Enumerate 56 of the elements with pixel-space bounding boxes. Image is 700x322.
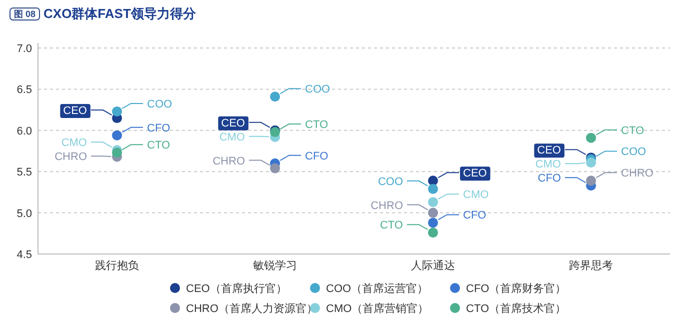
legend-label: CFO（首席财务官） xyxy=(466,282,566,295)
x-tick-label: 人际通达 xyxy=(411,259,455,272)
x-tick-label: 敏锐学习 xyxy=(253,260,297,272)
data-label: CEO xyxy=(221,117,246,130)
data-label: CTO xyxy=(305,119,328,132)
data-label: CHRO xyxy=(370,200,404,212)
data-label: CHRO xyxy=(54,151,88,164)
data-label: CMO xyxy=(463,189,490,202)
data-label: CHRO xyxy=(621,168,654,180)
data-label: CTO xyxy=(621,124,644,137)
point xyxy=(586,132,596,143)
data-label: CFO xyxy=(463,210,487,222)
point xyxy=(270,163,280,174)
legend-label: CTO（首席技术官） xyxy=(466,302,566,315)
data-label: COO xyxy=(378,176,404,188)
point xyxy=(270,92,280,102)
caption: 图 08 xyxy=(14,9,36,19)
y-tick-label: 6.0 xyxy=(16,125,32,138)
data-label: CEO xyxy=(537,144,562,157)
point xyxy=(586,158,596,168)
y-tick-label: 7.0 xyxy=(16,43,32,55)
data-label: CEO xyxy=(463,168,488,180)
point xyxy=(428,184,438,194)
legend-label: COO（首席运营官） xyxy=(326,282,428,295)
data-label: CMO xyxy=(61,137,88,150)
legend-label: CEO（首席执行官） xyxy=(186,282,287,295)
point xyxy=(586,176,596,186)
data-label: CTO xyxy=(380,220,404,232)
legend-label: CHRO（首席人力资源官） xyxy=(186,302,318,315)
data-label: CEO xyxy=(63,105,88,118)
data-label: CFO xyxy=(305,150,329,162)
data-label: COO xyxy=(305,84,330,96)
y-tick-label: 5.5 xyxy=(16,166,32,179)
data-label: COO xyxy=(621,146,646,158)
data-label: CFO xyxy=(538,172,562,185)
data-label: CMO xyxy=(219,131,246,144)
x-tick-label: 践行抱负 xyxy=(95,259,139,272)
y-tick-label: 4.5 xyxy=(16,249,32,261)
legend-label: CMO（首席营销官） xyxy=(326,302,429,315)
y-tick-label: 5.0 xyxy=(16,208,32,220)
point xyxy=(428,218,438,228)
point xyxy=(428,208,438,218)
point xyxy=(112,148,122,158)
point xyxy=(112,106,122,116)
x-tick-label: 跨界思考 xyxy=(569,259,613,272)
point xyxy=(428,197,438,208)
point xyxy=(428,176,438,186)
data-label: CFO xyxy=(147,122,171,134)
data-label: COO xyxy=(147,98,172,110)
data-label: CTO xyxy=(147,140,170,152)
point xyxy=(428,228,438,238)
y-tick-label: 6.5 xyxy=(16,84,32,96)
data-label: CMO xyxy=(535,158,562,171)
chart-title: CXO群体FAST领导力得分 xyxy=(44,6,197,21)
point xyxy=(112,130,122,140)
data-label: CHRO xyxy=(212,155,246,168)
